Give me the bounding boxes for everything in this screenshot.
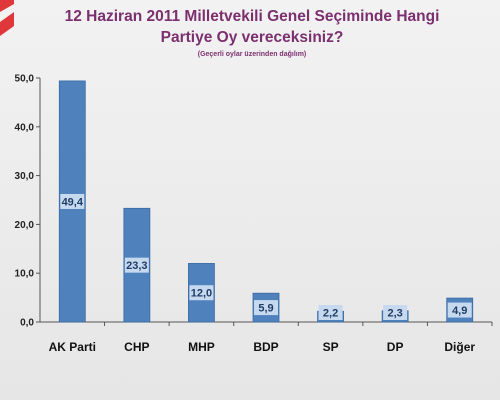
chart-title-line-2: Partiye Oy vereceksiniz? <box>161 29 344 46</box>
data-label-box <box>124 257 149 273</box>
x-tick-label: Diğer <box>444 340 475 354</box>
x-tick-label: MHP <box>188 340 215 354</box>
data-label: 4,9 <box>452 305 467 317</box>
x-tick-label: CHP <box>124 340 149 354</box>
data-label: 5,9 <box>258 303 273 315</box>
x-tick-label: BDP <box>253 340 278 354</box>
x-tick-label: AK Parti <box>49 340 96 354</box>
y-tick-label: 0,0 <box>20 318 34 329</box>
chart-title-line-1: 12 Haziran 2011 Milletvekili Genel Seçim… <box>65 8 440 25</box>
data-label-box <box>254 300 278 316</box>
y-tick-label: 50,0 <box>15 74 35 85</box>
y-tick-label: 30,0 <box>15 171 35 182</box>
data-labels: 49,4 23,3 12,0 5,9 2,2 2,3 4,9 <box>60 193 472 320</box>
data-label: 23,3 <box>126 260 147 272</box>
data-label-box <box>189 285 214 301</box>
bars <box>58 80 474 323</box>
x-tick-label: DP <box>387 340 404 354</box>
y-tick-label: 10,0 <box>15 269 35 280</box>
data-label: 12,0 <box>191 288 212 300</box>
corner-decoration-lower <box>0 12 14 36</box>
data-label: 2,3 <box>387 308 402 320</box>
x-tick-label: SP <box>323 340 339 354</box>
data-label-box <box>60 193 85 209</box>
y-tick-label: 20,0 <box>15 220 35 231</box>
data-label: 2,2 <box>323 308 338 320</box>
y-tick-label: 40,0 <box>15 122 35 133</box>
chart-subtitle: (Geçerli oylar üzerinden dağılım) <box>198 51 307 58</box>
axes: 0,0 10,0 20,0 30,0 40,0 50,0 AK Parti CHP MHP BDP… <box>15 74 493 354</box>
corner-decoration <box>0 0 14 12</box>
data-label-box <box>383 305 408 320</box>
data-label: 49,4 <box>62 196 84 208</box>
data-label-box <box>318 305 343 320</box>
data-label-box <box>447 302 472 318</box>
